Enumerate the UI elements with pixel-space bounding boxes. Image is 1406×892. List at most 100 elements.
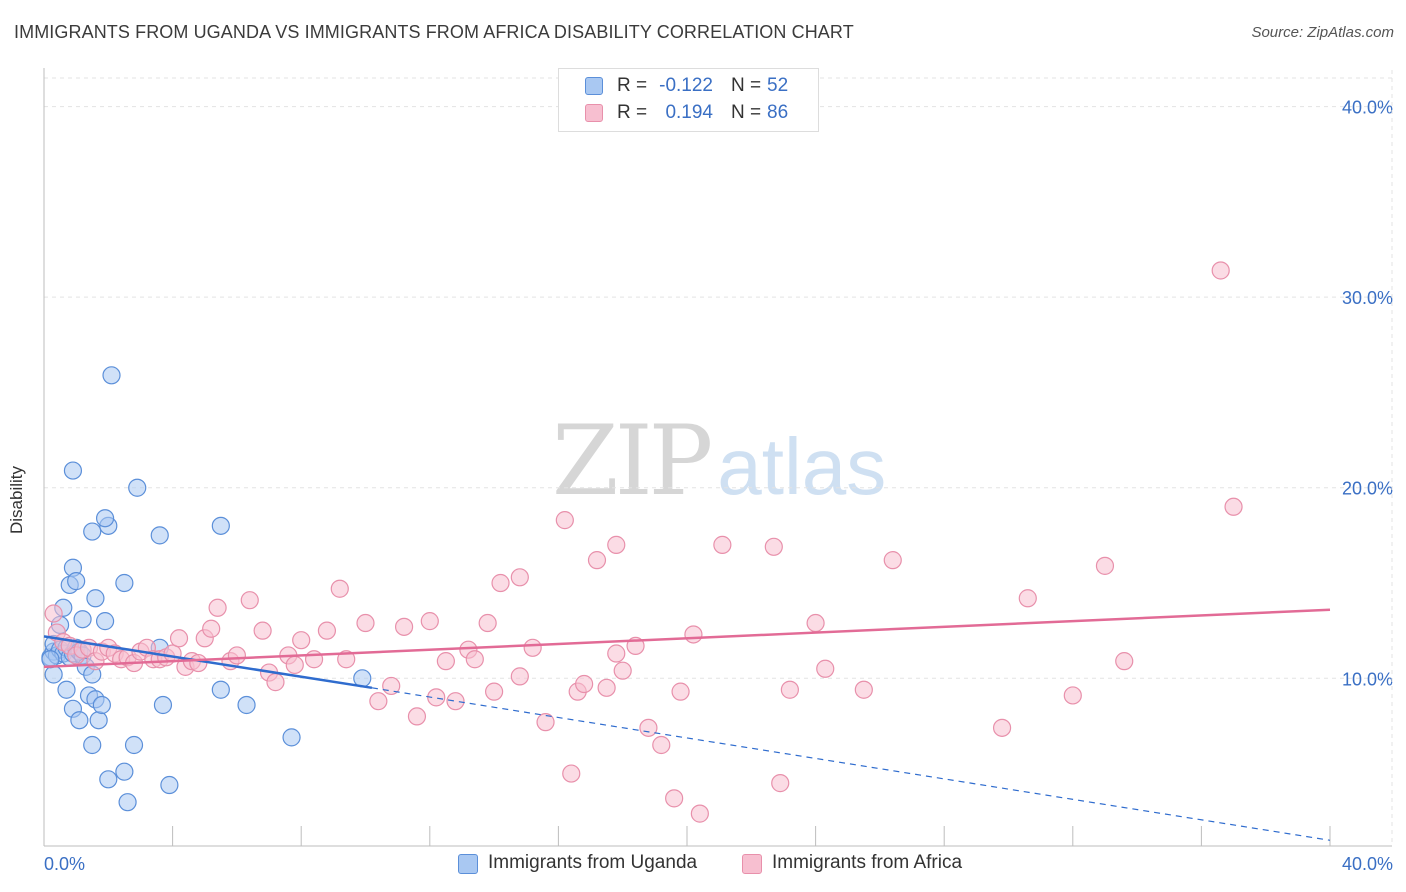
watermark-zip: ZIP xyxy=(552,405,713,517)
legend-n-label: N = xyxy=(731,75,762,96)
point-uganda xyxy=(73,610,92,629)
point-africa xyxy=(163,644,182,663)
trend-line-uganda xyxy=(43,635,373,690)
point-africa xyxy=(1018,589,1037,608)
point-uganda xyxy=(115,573,134,593)
point-africa xyxy=(639,718,658,737)
point-africa xyxy=(356,613,375,633)
trend-line-africa xyxy=(43,608,1331,669)
trend-line-uganda-extension xyxy=(371,687,1331,841)
point-africa xyxy=(992,718,1012,737)
point-uganda xyxy=(128,478,147,497)
point-africa xyxy=(240,591,259,610)
legend-swatch-africa xyxy=(585,104,603,122)
point-africa xyxy=(510,568,529,587)
point-africa xyxy=(587,551,607,570)
point-africa xyxy=(369,692,388,711)
point-africa xyxy=(1115,652,1134,671)
y-axis-label: Disability xyxy=(7,465,26,535)
bottom-legend-label-africa: Immigrants from Africa xyxy=(772,852,963,873)
correlation-legend: R = -0.122 N = 52 R = 0.194 N = 86 xyxy=(558,68,819,132)
point-uganda xyxy=(89,711,108,730)
point-africa xyxy=(816,659,835,678)
point-africa xyxy=(485,682,504,701)
point-africa xyxy=(1224,497,1243,516)
point-africa xyxy=(562,764,581,783)
y-tick-label: 40.0% xyxy=(1342,98,1393,118)
point-africa xyxy=(330,579,349,598)
legend-r-value-africa: 0.194 xyxy=(665,102,713,123)
point-uganda xyxy=(150,526,169,545)
bottom-legend-swatch-uganda xyxy=(458,854,478,874)
point-africa xyxy=(597,678,616,697)
point-uganda xyxy=(102,366,121,385)
point-africa xyxy=(292,631,311,650)
point-uganda xyxy=(118,793,137,812)
point-uganda xyxy=(67,572,86,591)
point-africa xyxy=(436,652,455,671)
point-africa xyxy=(523,638,542,657)
watermark: ZIP atlas xyxy=(552,405,886,517)
point-uganda xyxy=(99,770,118,789)
point-africa xyxy=(169,629,189,648)
point-africa xyxy=(854,680,873,699)
source-label: Source: ZipAtlas.com xyxy=(1251,24,1394,41)
legend-r-value-uganda: -0.122 xyxy=(659,75,713,96)
point-africa xyxy=(536,713,555,732)
point-africa xyxy=(446,692,465,711)
y-tick-label: 20.0% xyxy=(1342,479,1393,499)
point-africa xyxy=(613,661,632,680)
point-africa xyxy=(607,535,626,554)
point-africa xyxy=(607,644,626,663)
point-africa xyxy=(713,535,732,554)
point-uganda xyxy=(282,728,301,747)
point-uganda xyxy=(153,695,173,715)
point-uganda xyxy=(44,665,63,684)
x-tick-label-max: 40.0% xyxy=(1342,854,1393,874)
point-uganda xyxy=(211,680,230,699)
point-africa xyxy=(478,613,497,633)
point-africa xyxy=(771,774,790,793)
point-africa xyxy=(202,619,221,638)
point-africa xyxy=(780,680,799,699)
point-africa xyxy=(690,804,709,823)
point-uganda xyxy=(57,680,76,699)
point-africa xyxy=(684,625,703,644)
point-africa xyxy=(189,653,208,673)
point-africa xyxy=(44,604,63,623)
point-africa xyxy=(304,650,324,669)
bottom-legend-label-uganda: Immigrants from Uganda xyxy=(488,852,698,873)
point-africa xyxy=(427,688,446,707)
point-uganda xyxy=(70,711,89,730)
legend-n-value-africa: 86 xyxy=(767,102,789,123)
point-uganda xyxy=(160,775,179,795)
point-africa xyxy=(208,598,227,617)
point-africa xyxy=(652,735,671,755)
point-africa xyxy=(575,674,594,694)
point-uganda xyxy=(124,735,144,755)
point-africa xyxy=(883,551,902,570)
point-africa xyxy=(665,789,684,808)
legend-n-value-uganda: 52 xyxy=(767,75,789,96)
point-africa xyxy=(394,617,414,636)
bottom-legend-swatch-africa xyxy=(742,854,762,874)
point-africa xyxy=(1095,556,1115,575)
point-africa xyxy=(671,682,690,701)
point-uganda xyxy=(92,695,111,715)
point-africa xyxy=(266,673,285,692)
point-uganda xyxy=(86,589,105,608)
point-africa xyxy=(407,707,427,726)
x-tick-label-min: 0.0% xyxy=(44,854,85,874)
y-tick-label: 10.0% xyxy=(1342,669,1393,689)
point-africa xyxy=(337,650,356,669)
legend-swatch-uganda xyxy=(585,77,603,95)
point-uganda xyxy=(95,509,115,528)
point-uganda xyxy=(83,735,102,755)
point-africa xyxy=(285,655,304,675)
point-uganda xyxy=(237,695,256,715)
point-africa xyxy=(465,650,484,669)
point-africa xyxy=(806,613,825,633)
point-africa xyxy=(1211,261,1230,280)
point-africa xyxy=(555,511,574,530)
